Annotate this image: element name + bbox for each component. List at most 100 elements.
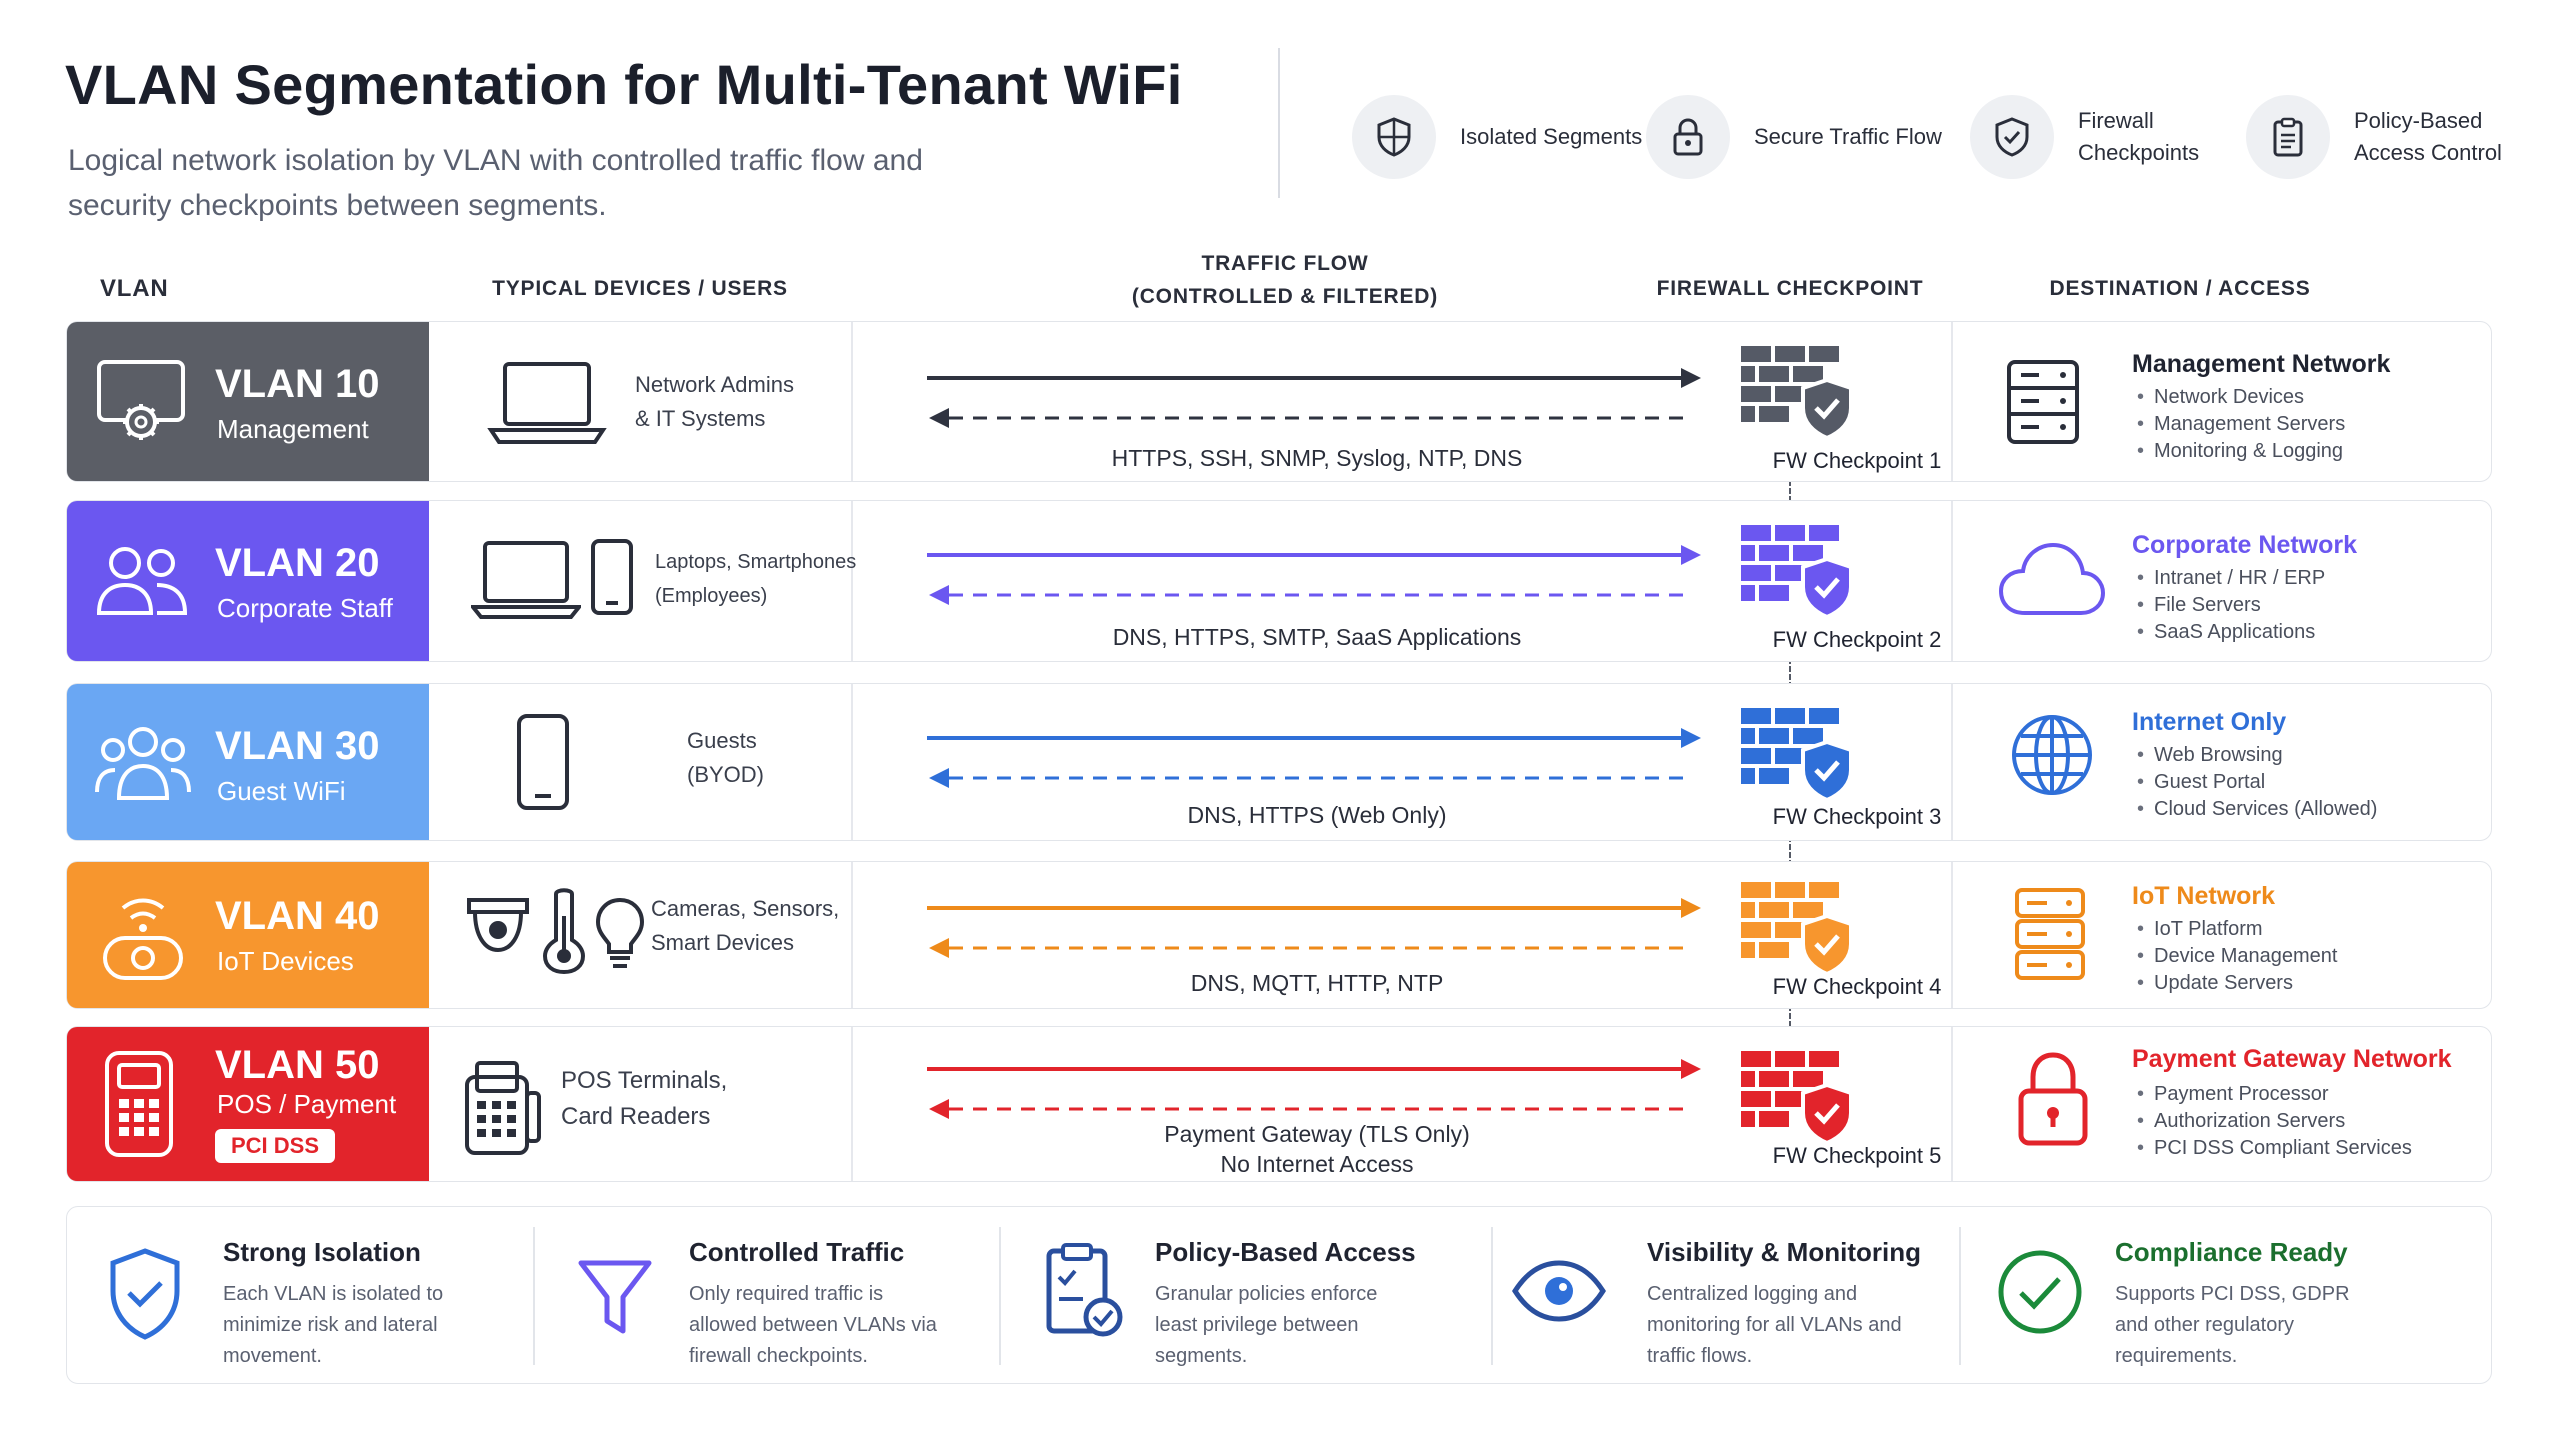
smartphone-icon <box>515 712 571 817</box>
firewall-icon <box>1737 706 1857 809</box>
check-circle-icon <box>1995 1247 2085 1342</box>
filter-icon <box>577 1257 653 1342</box>
lock-icon <box>1646 95 1730 179</box>
vlan-name: Management <box>217 414 369 444</box>
vlan-badge <box>67 501 429 661</box>
firewall-label: FW Checkpoint 3 <box>1772 804 1942 829</box>
traffic-arrows <box>927 368 1701 428</box>
column-header-traffic-sub: (CONTROLLED & FILTERED) <box>1131 285 1439 308</box>
checkpoint-link <box>1789 1005 1791 1035</box>
cloud-icon <box>1997 541 2107 626</box>
vlan-id: VLAN 50 <box>215 1043 380 1087</box>
device-label: POS Terminals, Card Readers <box>561 1067 728 1130</box>
device-label: Guests (BYOD) <box>687 728 764 787</box>
shield-check-icon <box>107 1247 183 1346</box>
destination-list: Payment ProcessorAuthorization ServersPC… <box>2137 1081 2412 1162</box>
vlan-row-20: VLAN 20 Corporate Staff Laptops, Smartph… <box>66 500 2492 662</box>
feature-policy-access: Policy-Based Access Control <box>2246 92 2554 182</box>
destination-title: Management Network <box>2132 350 2391 378</box>
device-label: Network Admins & IT Systems <box>635 372 794 431</box>
vlan-row-10: VLAN 10 Management Network Admins & IT Sy… <box>66 321 2492 482</box>
firewall-label: FW Checkpoint 1 <box>1772 448 1942 473</box>
destination-title: Payment Gateway Network <box>2132 1045 2452 1073</box>
vlan-row-50: VLAN 50 POS / Payment PCI DSS POS Termin… <box>66 1026 2492 1182</box>
vlan-id: VLAN 40 <box>215 894 380 938</box>
eye-icon <box>1511 1259 1607 1328</box>
feature-firewall-checkpoints: Firewall Checkpoints <box>1970 92 2278 182</box>
traffic-protocols: DNS, HTTPS, SMTP, SaaS Applications <box>1112 624 1522 650</box>
smartphone-icon <box>589 537 635 622</box>
benefit-compliance-ready: Compliance Ready Supports PCI DSS, GDPR … <box>1959 1207 2491 1385</box>
destination-list: Web BrowsingGuest PortalCloud Services (… <box>2137 742 2377 823</box>
checkpoint-link <box>1789 480 1791 510</box>
destination-list: Intranet / HR / ERPFile ServersSaaS Appl… <box>2137 565 2325 646</box>
traffic-arrows <box>927 728 1701 788</box>
camera-icon <box>463 892 533 967</box>
laptop-icon <box>487 358 607 453</box>
clipboard-check-icon <box>1043 1241 1127 1346</box>
feature-secure-traffic: Secure Traffic Flow <box>1646 92 1954 182</box>
server-icon <box>2003 358 2083 451</box>
traffic-arrows <box>927 545 1701 605</box>
page-subtitle: Logical network isolation by VLAN with c… <box>68 144 923 222</box>
vlan-id: VLAN 10 <box>215 362 380 406</box>
thermometer-icon <box>541 886 587 979</box>
column-header-firewall: FIREWALL CHECKPOINT <box>1656 277 1924 300</box>
vlan-row-40: VLAN 40 IoT Devices Cameras, Sensors, Sma… <box>66 861 2492 1009</box>
destination-title: Internet Only <box>2132 708 2287 736</box>
clipboard-icon <box>2246 95 2330 179</box>
vlan-badge <box>67 862 429 1008</box>
checkpoint-link <box>1789 836 1791 866</box>
traffic-restriction: No Internet Access <box>1220 1151 1414 1177</box>
feature-label: Secure Traffic Flow <box>1754 124 1942 149</box>
traffic-arrows <box>927 898 1701 958</box>
feature-label: Firewall Checkpoints <box>2078 108 2200 165</box>
vlan-name: POS / Payment <box>217 1089 397 1119</box>
pos-terminal-icon <box>463 1057 543 1162</box>
vlan-id: VLAN 20 <box>215 541 380 585</box>
shield-icon <box>1352 95 1436 179</box>
lock-icon <box>2015 1051 2091 1152</box>
benefits-panel: Strong Isolation Each VLAN is isolated t… <box>66 1206 2492 1384</box>
destination-title: IoT Network <box>2132 882 2276 910</box>
benefit-visibility-monitoring: Visibility & Monitoring Centralized logg… <box>1491 1207 1955 1385</box>
vlan-name: Guest WiFi <box>217 776 346 806</box>
iot-router-icon <box>95 886 191 991</box>
shield-check-icon <box>1970 95 2054 179</box>
firewall-icon <box>1737 1049 1857 1152</box>
destination-title: Corporate Network <box>2132 531 2358 559</box>
device-label: Cameras, Sensors, Smart Devices <box>651 896 840 955</box>
users-icon <box>95 541 191 626</box>
vlan-name: IoT Devices <box>217 946 354 976</box>
firewall-icon <box>1737 344 1857 447</box>
firewall-label: FW Checkpoint 5 <box>1772 1143 1942 1168</box>
traffic-protocols: DNS, MQTT, HTTP, NTP <box>1190 970 1444 996</box>
column-header-vlan: VLAN <box>100 275 169 302</box>
traffic-protocols: HTTPS, SSH, SNMP, Syslog, NTP, DNS <box>1111 445 1523 471</box>
feature-label: Policy-Based Access Control <box>2354 108 2502 165</box>
benefit-policy-access: Policy-Based Access Granular policies en… <box>999 1207 1499 1385</box>
vlan-badge <box>67 684 429 840</box>
guests-icon <box>93 722 193 807</box>
vlan-row-30: VLAN 30 Guest WiFi Guests (BYOD) DNS, HTT… <box>66 683 2492 841</box>
vlan-id: VLAN 30 <box>215 724 380 768</box>
benefit-controlled-traffic: Controlled Traffic Only required traffic… <box>533 1207 999 1385</box>
column-header-traffic: TRAFFIC FLOW <box>1201 252 1369 275</box>
firewall-label: FW Checkpoint 2 <box>1772 627 1942 652</box>
pos-terminal-icon <box>101 1049 177 1164</box>
monitor-gear-icon <box>95 358 191 453</box>
server-icon <box>2013 886 2087 987</box>
destination-list: IoT PlatformDevice ManagementUpdate Serv… <box>2137 916 2337 997</box>
globe-icon <box>2009 712 2095 803</box>
header-divider <box>1278 48 1280 198</box>
lightbulb-icon <box>593 896 647 977</box>
benefit-strong-isolation: Strong Isolation Each VLAN is isolated t… <box>67 1207 533 1385</box>
firewall-icon <box>1737 880 1857 983</box>
feature-label: Isolated Segments <box>1460 124 1643 149</box>
traffic-protocols: Payment Gateway (TLS Only) <box>1164 1121 1470 1147</box>
pci-dss-badge: PCI DSS <box>215 1129 336 1163</box>
traffic-arrows <box>927 1059 1701 1119</box>
vlan-badge <box>67 322 429 481</box>
page-title: VLAN Segmentation for Multi-Tenant WiFi <box>65 53 1183 116</box>
laptop-icon <box>468 537 584 628</box>
